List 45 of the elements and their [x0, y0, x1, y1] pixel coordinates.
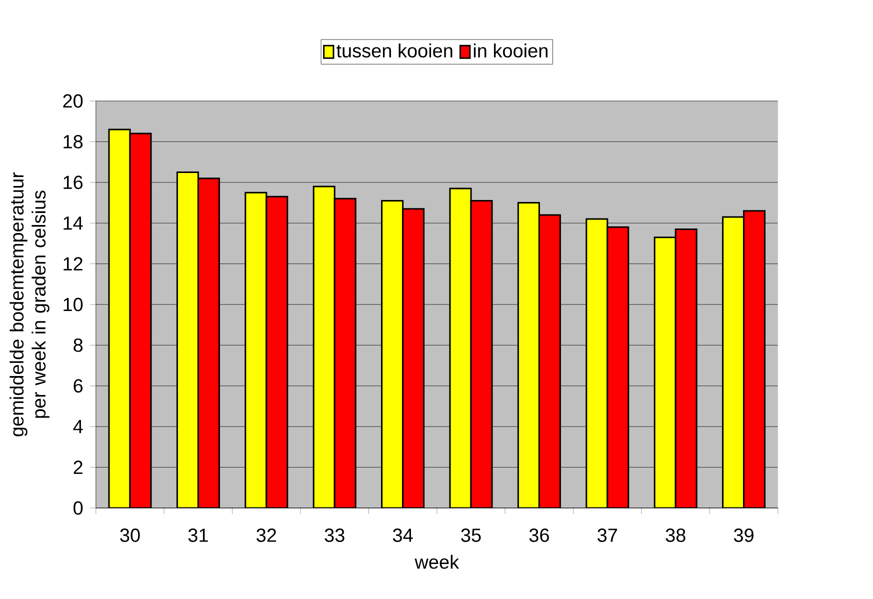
- bar: [266, 196, 288, 508]
- y-tick-label: 16: [64, 176, 83, 190]
- y-tick-label: 2: [74, 460, 82, 474]
- bar: [518, 202, 540, 508]
- bar: [607, 227, 628, 508]
- legend-label: in kooien: [474, 44, 548, 58]
- x-axis-title: week: [414, 554, 460, 569]
- bar: [654, 237, 676, 508]
- y-tick-label: 6: [74, 379, 83, 393]
- y-tick-label: 18: [64, 134, 83, 148]
- y-tick-label: 14: [64, 216, 83, 230]
- bar: [334, 198, 356, 508]
- bar: [314, 186, 335, 508]
- legend-label: tussen kooien: [336, 44, 452, 58]
- bar: [743, 210, 766, 508]
- y-axis-title: gemiddelde bodemtemperatuur per week in graden celsius: [10, 172, 50, 436]
- x-tick-label: 36: [529, 528, 549, 542]
- bar: [402, 208, 424, 508]
- y-tick-label: 8: [74, 338, 83, 352]
- bar: [722, 216, 745, 508]
- bar: [586, 219, 608, 508]
- bar: [177, 172, 198, 508]
- x-tick-label: 39: [734, 528, 754, 542]
- x-tick-label: 32: [256, 528, 276, 542]
- y-tick-label: 12: [64, 257, 82, 270]
- bar: [450, 188, 471, 508]
- y-tick-label: 20: [63, 94, 83, 108]
- bar: [676, 229, 697, 508]
- x-tick-label: 31: [188, 528, 208, 542]
- bar: [539, 214, 560, 508]
- y-tick-label: 0: [74, 501, 83, 515]
- bar: [382, 200, 403, 508]
- y-tick-label: 10: [64, 298, 83, 312]
- x-tick-label: 33: [324, 528, 344, 542]
- x-tick-label: 34: [392, 528, 413, 542]
- x-tick-label: 30: [120, 528, 140, 542]
- y-tick-label: 4: [73, 420, 83, 434]
- bar: [471, 200, 492, 508]
- x-tick-label: 35: [461, 528, 481, 542]
- bar: [198, 178, 220, 508]
- bar: [245, 192, 266, 508]
- bar: [130, 134, 152, 508]
- x-tick-label: 38: [666, 528, 686, 542]
- bar: [109, 129, 130, 508]
- x-tick-label: 37: [598, 528, 618, 542]
